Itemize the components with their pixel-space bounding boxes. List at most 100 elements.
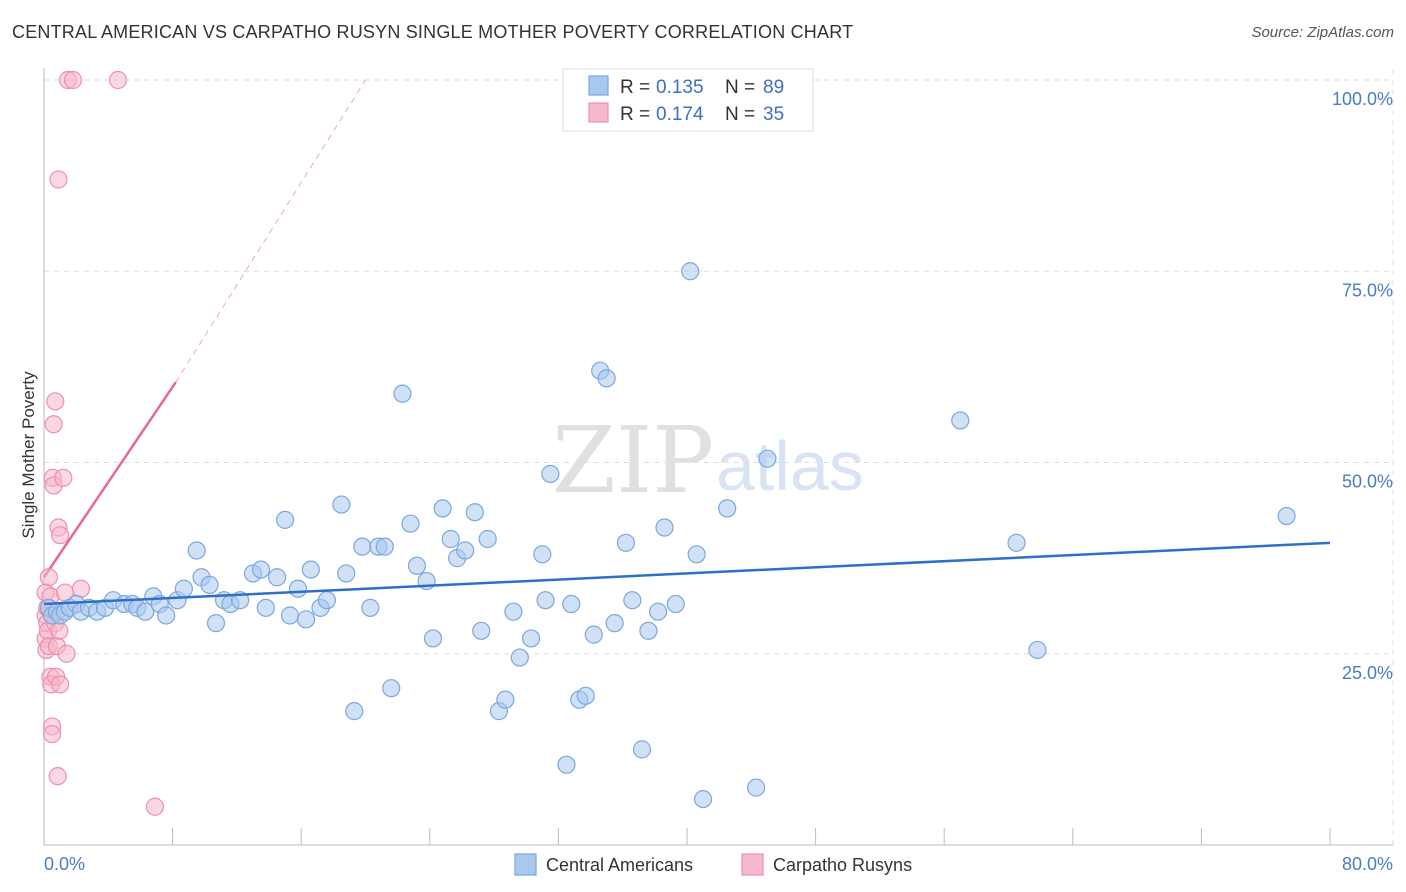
point-central-american-79 — [648, 602, 668, 621]
point-central-american-66 — [541, 464, 560, 484]
y-tick-label-0: 25.0% — [1342, 663, 1393, 683]
watermark-zip: ZIP — [552, 407, 714, 514]
watermark: ZIP atlas — [552, 407, 864, 514]
point-central-american-62 — [510, 648, 529, 667]
point-carpatho-rusyn-13 — [42, 724, 62, 744]
point-central-american-31 — [267, 568, 287, 587]
point-central-american-58 — [478, 529, 497, 549]
point-central-american-21 — [187, 541, 206, 560]
point-central-american-52 — [433, 499, 452, 518]
point-central-american-64 — [533, 545, 552, 564]
point-central-american-80 — [655, 518, 674, 537]
point-central-american-51 — [423, 629, 443, 648]
trend-line-central-americans — [43, 541, 1331, 606]
legend: R = 0.135 N = 89 R = 0.174 N = 35 — [562, 68, 814, 132]
point-carpatho-rusyn-34 — [145, 797, 165, 816]
legend-swatch-central-americans — [588, 75, 609, 96]
point-carpatho-rusyn-15 — [44, 415, 63, 434]
point-central-american-43 — [361, 598, 380, 617]
point-central-american-88 — [951, 411, 970, 430]
point-central-american-32 — [276, 510, 295, 529]
point-central-american-84 — [693, 789, 713, 809]
point-carpatho-rusyn-22 — [49, 170, 68, 189]
legend-r-value-2: 0.174 — [656, 104, 704, 125]
legend-n-value-1: 89 — [763, 77, 784, 98]
point-central-american-70 — [576, 686, 595, 705]
source-label: Source: ZipAtlas.com — [1251, 24, 1394, 41]
point-central-american-83 — [687, 545, 706, 564]
point-central-american-74 — [605, 614, 624, 633]
point-central-american-30 — [256, 598, 275, 617]
point-central-american-89 — [1007, 533, 1026, 552]
legend-r-value-1: 0.135 — [656, 77, 704, 98]
point-central-american-49 — [407, 556, 427, 575]
point-central-american-57 — [472, 621, 491, 640]
legend-swatch-carpatho-rusyns — [588, 102, 609, 123]
chart-title: CENTRAL AMERICAN VS CARPATHO RUSYN SINGL… — [12, 22, 854, 42]
point-carpatho-rusyn-7 — [39, 568, 58, 587]
point-central-american-46 — [382, 679, 401, 698]
point-central-american-40 — [337, 564, 356, 583]
axes — [43, 68, 1393, 846]
point-central-american-15 — [136, 602, 155, 621]
point-central-american-85 — [718, 499, 737, 518]
legend-n-value-2: 35 — [763, 104, 784, 125]
point-central-american-55 — [456, 541, 475, 560]
point-central-american-36 — [301, 560, 320, 579]
bottom-legend-label-carpatho-rusyns: Carpatho Rusyns — [773, 855, 912, 875]
point-central-american-48 — [401, 514, 420, 533]
point-central-american-47 — [393, 384, 412, 403]
trend-lines-central-americans — [43, 541, 1331, 606]
bottom-legend-swatch-central-americans — [514, 853, 537, 876]
point-central-american-63 — [521, 629, 541, 648]
point-carpatho-rusyn-27 — [54, 468, 73, 487]
point-central-american-67 — [557, 755, 576, 774]
y-axis-title: Single Mother Poverty — [19, 371, 38, 539]
grid-lines — [44, 70, 1394, 845]
point-central-american-24 — [206, 614, 226, 633]
trend-line-carpatho-rusyns-extended — [175, 79, 366, 383]
point-central-american-33 — [280, 606, 300, 625]
legend-r-label-1: R = — [620, 77, 650, 98]
point-central-american-90 — [1028, 640, 1047, 660]
point-central-american-73 — [597, 369, 616, 388]
y-tick-label-2: 75.0% — [1342, 280, 1393, 300]
bottom-legend-label-central-americans: Central Americans — [546, 855, 693, 875]
legend-r-label-2: R = — [620, 104, 650, 125]
point-central-american-81 — [666, 594, 685, 614]
point-carpatho-rusyn-21 — [48, 767, 67, 786]
point-central-american-82 — [681, 262, 700, 281]
point-central-american-18 — [157, 606, 176, 625]
legend-n-label-2: N = — [725, 104, 755, 125]
point-central-american-45 — [375, 537, 394, 556]
point-carpatho-rusyn-32 — [71, 579, 91, 598]
point-central-american-91 — [1277, 506, 1296, 526]
point-central-american-35 — [296, 610, 316, 629]
points-central-americans — [39, 262, 1296, 809]
y-tick-label-1: 50.0% — [1342, 472, 1393, 492]
point-central-american-86 — [747, 778, 766, 797]
trend-line-carpatho-rusyns — [42, 381, 177, 578]
point-central-american-71 — [584, 625, 603, 644]
trend-lines-carpatho-rusyns — [42, 79, 366, 578]
point-central-american-76 — [623, 591, 642, 610]
y-tick-label-3: 100.0% — [1332, 89, 1393, 109]
point-central-american-77 — [632, 740, 652, 759]
x-tick-labels: 0.0% 80.0% — [44, 854, 1393, 874]
point-central-american-75 — [616, 533, 636, 552]
point-central-american-41 — [345, 702, 364, 721]
point-central-american-78 — [639, 621, 658, 640]
point-central-american-20 — [174, 579, 193, 598]
points-carpatho-rusyns — [36, 70, 165, 816]
point-central-american-29 — [251, 560, 271, 579]
x-tick-label-min: 0.0% — [44, 854, 85, 874]
watermark-atlas: atlas — [716, 427, 864, 505]
point-central-american-34 — [288, 579, 308, 598]
point-central-american-60 — [496, 690, 515, 709]
point-central-american-65 — [536, 591, 555, 610]
point-carpatho-rusyn-25 — [50, 526, 70, 545]
point-central-american-38 — [317, 591, 337, 610]
point-central-american-61 — [504, 602, 523, 621]
point-central-american-87 — [758, 449, 777, 468]
